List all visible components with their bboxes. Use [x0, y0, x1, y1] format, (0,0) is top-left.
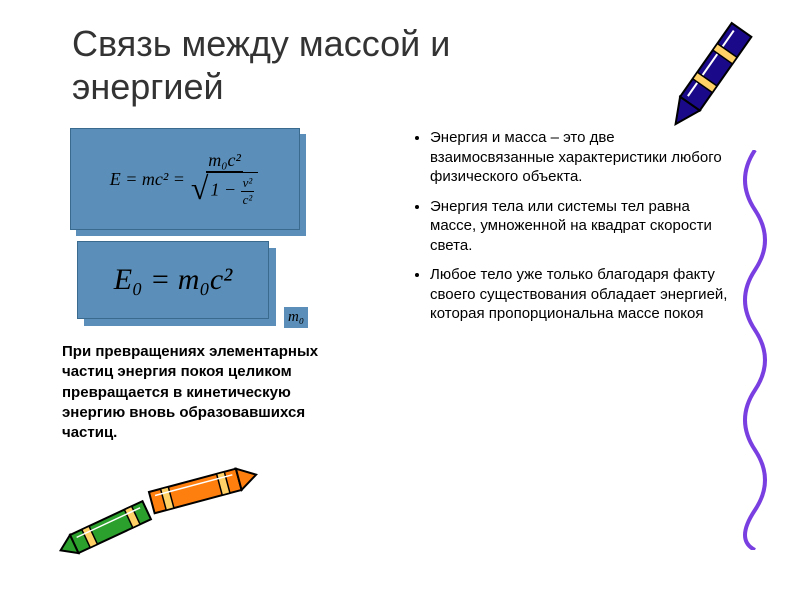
bullet-item: Любое тело уже только благодаря факту св… [430, 265, 730, 345]
formula-c2: c² [241, 192, 255, 208]
formula-rest-energy: E₀ = m₀c² [77, 241, 269, 319]
formula-area: E = mc² = m₀c² √ 1 − v² c² E₀ = m₀c² [70, 128, 300, 230]
formula-lhs: E = mc² = [110, 169, 185, 190]
formula-relativistic-energy: E = mc² = m₀c² √ 1 − v² c² [70, 128, 300, 230]
formula-sqrt: √ 1 − v² c² [191, 172, 258, 208]
bullets-list: Энергия и масса – это две взаимосвязанны… [412, 128, 730, 355]
slide-title: Связь между массой и энергией [72, 22, 592, 108]
rest-energy-eq: E₀ = m₀c² [114, 263, 232, 297]
formula-numerator: m₀c² [206, 150, 243, 172]
squiggle-line-icon [730, 150, 780, 550]
formula-fraction: m₀c² √ 1 − v² c² [189, 150, 260, 208]
crayon-blue-icon [660, 10, 760, 140]
crayon-orange-icon [130, 445, 260, 535]
formula-v2: v² [241, 175, 255, 192]
m0-inline-box: m₀ [284, 307, 308, 329]
slide-note: При превращениях элементарных частиц эне… [62, 342, 352, 443]
bullet-text: Любое тело уже только благодаря факту св… [430, 266, 727, 322]
bullet-item: Энергия тела или системы тел равна массе… [430, 197, 730, 256]
